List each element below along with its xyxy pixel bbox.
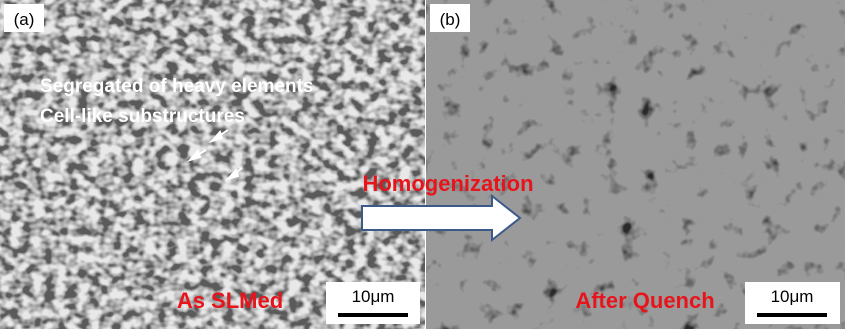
scale-label: 10μm bbox=[771, 287, 814, 306]
panel-label: (a) bbox=[14, 10, 35, 29]
process-label: Homogenization bbox=[362, 171, 533, 196]
caption: After Quench bbox=[575, 288, 714, 313]
annotation: Segregated of heavy elements bbox=[40, 76, 314, 97]
scale-bar bbox=[757, 313, 827, 317]
micrograph-a bbox=[0, 0, 425, 329]
caption: As SLMed bbox=[177, 288, 283, 313]
scale-bar bbox=[338, 313, 408, 317]
micrograph-b bbox=[426, 0, 845, 329]
annotation: Cell-like substructures bbox=[40, 106, 245, 127]
scale-label: 10μm bbox=[352, 287, 395, 306]
figure: (a) (b) Segregated of heavy elements Cel… bbox=[0, 0, 845, 329]
panel-label: (b) bbox=[440, 10, 461, 29]
